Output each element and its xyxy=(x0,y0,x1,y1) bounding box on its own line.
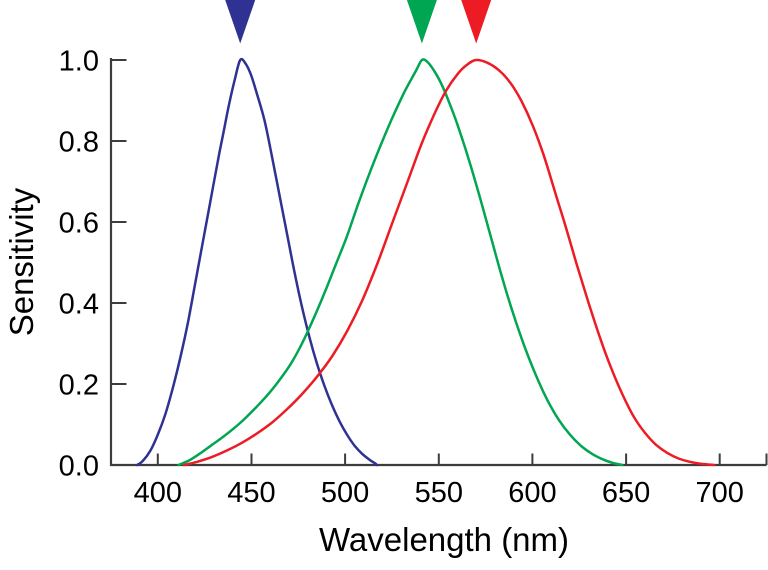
peak-arrow-green-icon xyxy=(406,0,437,44)
axes-group xyxy=(109,58,767,467)
curves-group xyxy=(135,57,716,467)
x-tick-label-550: 550 xyxy=(415,477,463,509)
peak-arrow-blue-icon xyxy=(225,0,256,44)
curve-red xyxy=(182,58,716,467)
peak-arrows-group xyxy=(225,0,492,44)
x-tick-label-500: 500 xyxy=(321,477,369,509)
y-tick-label-0.8: 0.8 xyxy=(59,127,99,159)
peak-arrow-red-icon xyxy=(461,0,492,44)
x-axis-title: Wavelength (nm) xyxy=(319,521,569,558)
axis-lines xyxy=(109,58,767,467)
curve-blue xyxy=(135,57,379,467)
x-tick-label-600: 600 xyxy=(508,477,556,509)
ticks-group: 400 450 500 550 600 650 700 0.0 0.2 0.4 0.6 0.8 1.0 xyxy=(59,46,768,509)
y-tick-label-0.2: 0.2 xyxy=(59,370,99,402)
x-tick-label-450: 450 xyxy=(227,477,275,509)
y-axis-title: Sensitivity xyxy=(3,187,40,336)
x-tick-label-650: 650 xyxy=(602,477,650,509)
y-tick-label-1.0: 1.0 xyxy=(59,46,99,78)
x-tick-label-400: 400 xyxy=(134,477,182,509)
y-tick-label-0.6: 0.6 xyxy=(59,208,99,240)
x-tick-label-700: 700 xyxy=(696,477,744,509)
y-tick-label-0.0: 0.0 xyxy=(59,451,99,483)
curve-green xyxy=(177,58,624,467)
y-tick-label-0.4: 0.4 xyxy=(59,289,99,321)
